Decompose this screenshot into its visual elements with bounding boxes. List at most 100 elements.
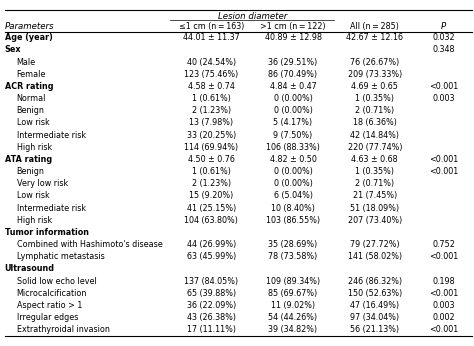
- Text: 4.82 ± 0.50: 4.82 ± 0.50: [270, 155, 317, 164]
- Text: Low risk: Low risk: [17, 118, 49, 127]
- Text: Solid low echo level: Solid low echo level: [17, 276, 96, 285]
- Text: Microcalcification: Microcalcification: [17, 289, 87, 298]
- Text: 86 (70.49%): 86 (70.49%): [268, 70, 318, 79]
- Text: High risk: High risk: [17, 143, 52, 152]
- Text: 2 (1.23%): 2 (1.23%): [192, 179, 231, 188]
- Text: Parameters: Parameters: [5, 22, 54, 31]
- Text: 97 (34.04%): 97 (34.04%): [350, 313, 399, 322]
- Text: Ultrasound: Ultrasound: [5, 264, 55, 273]
- Text: 65 (39.88%): 65 (39.88%): [187, 289, 236, 298]
- Text: 63 (45.99%): 63 (45.99%): [187, 252, 236, 261]
- Text: 9 (7.50%): 9 (7.50%): [273, 130, 313, 139]
- Text: 114 (69.94%): 114 (69.94%): [184, 143, 238, 152]
- Text: 13 (7.98%): 13 (7.98%): [189, 118, 233, 127]
- Text: 2 (0.71%): 2 (0.71%): [355, 179, 394, 188]
- Text: <0.001: <0.001: [429, 252, 458, 261]
- Text: 2 (1.23%): 2 (1.23%): [192, 106, 231, 115]
- Text: Benign: Benign: [17, 167, 45, 176]
- Text: 137 (84.05%): 137 (84.05%): [184, 276, 238, 285]
- Text: 18 (6.36%): 18 (6.36%): [353, 118, 397, 127]
- Text: 4.58 ± 0.74: 4.58 ± 0.74: [188, 82, 235, 91]
- Text: 6 (5.04%): 6 (5.04%): [273, 191, 312, 200]
- Text: Benign: Benign: [17, 106, 45, 115]
- Text: 0.003: 0.003: [432, 94, 455, 103]
- Text: 0.752: 0.752: [432, 240, 455, 249]
- Text: Combined with Hashimoto's disease: Combined with Hashimoto's disease: [17, 240, 162, 249]
- Text: 15 (9.20%): 15 (9.20%): [189, 191, 234, 200]
- Text: 141 (58.02%): 141 (58.02%): [348, 252, 402, 261]
- Text: 5 (4.17%): 5 (4.17%): [273, 118, 313, 127]
- Text: Tumor information: Tumor information: [5, 228, 89, 237]
- Text: 150 (52.63%): 150 (52.63%): [347, 289, 402, 298]
- Text: >1 cm (n = 122): >1 cm (n = 122): [260, 22, 326, 31]
- Text: Very low risk: Very low risk: [17, 179, 68, 188]
- Text: 44.01 ± 11.37: 44.01 ± 11.37: [183, 33, 240, 42]
- Text: ACR rating: ACR rating: [5, 82, 53, 91]
- Text: 1 (0.61%): 1 (0.61%): [192, 94, 231, 103]
- Text: 47 (16.49%): 47 (16.49%): [350, 301, 399, 310]
- Text: Age (year): Age (year): [5, 33, 53, 42]
- Text: Lesion diameter: Lesion diameter: [218, 12, 287, 21]
- Text: Female: Female: [17, 70, 46, 79]
- Text: 21 (7.45%): 21 (7.45%): [353, 191, 397, 200]
- Text: 104 (63.80%): 104 (63.80%): [184, 216, 238, 225]
- Text: 36 (22.09%): 36 (22.09%): [187, 301, 236, 310]
- Text: 35 (28.69%): 35 (28.69%): [268, 240, 318, 249]
- Text: 0 (0.00%): 0 (0.00%): [273, 167, 312, 176]
- Text: 42 (14.84%): 42 (14.84%): [350, 130, 399, 139]
- Text: 11 (9.02%): 11 (9.02%): [271, 301, 315, 310]
- Text: ATA rating: ATA rating: [5, 155, 52, 164]
- Text: 85 (69.67%): 85 (69.67%): [268, 289, 318, 298]
- Text: 2 (0.71%): 2 (0.71%): [355, 106, 394, 115]
- Text: Extrathyroidal invasion: Extrathyroidal invasion: [17, 325, 109, 334]
- Text: Male: Male: [17, 57, 36, 66]
- Text: 220 (77.74%): 220 (77.74%): [347, 143, 402, 152]
- Text: 246 (86.32%): 246 (86.32%): [348, 276, 402, 285]
- Text: 40.89 ± 12.98: 40.89 ± 12.98: [264, 33, 321, 42]
- Text: 44 (26.99%): 44 (26.99%): [187, 240, 236, 249]
- Text: Intermediate risk: Intermediate risk: [17, 203, 86, 212]
- Text: <0.001: <0.001: [429, 167, 458, 176]
- Text: 4.84 ± 0.47: 4.84 ± 0.47: [270, 82, 317, 91]
- Text: 123 (75.46%): 123 (75.46%): [184, 70, 238, 79]
- Text: 54 (44.26%): 54 (44.26%): [268, 313, 318, 322]
- Text: 56 (21.13%): 56 (21.13%): [350, 325, 399, 334]
- Text: 0.003: 0.003: [432, 301, 455, 310]
- Text: Normal: Normal: [17, 94, 46, 103]
- Text: 1 (0.61%): 1 (0.61%): [192, 167, 231, 176]
- Text: 109 (89.34%): 109 (89.34%): [266, 276, 320, 285]
- Text: Low risk: Low risk: [17, 191, 49, 200]
- Text: 0.002: 0.002: [432, 313, 455, 322]
- Text: Aspect ratio > 1: Aspect ratio > 1: [17, 301, 82, 310]
- Text: 76 (26.67%): 76 (26.67%): [350, 57, 400, 66]
- Text: High risk: High risk: [17, 216, 52, 225]
- Text: 36 (29.51%): 36 (29.51%): [268, 57, 318, 66]
- Text: 4.50 ± 0.76: 4.50 ± 0.76: [188, 155, 235, 164]
- Text: 51 (18.09%): 51 (18.09%): [350, 203, 399, 212]
- Text: 4.69 ± 0.65: 4.69 ± 0.65: [351, 82, 398, 91]
- Text: Sex: Sex: [5, 45, 21, 54]
- Text: 43 (26.38%): 43 (26.38%): [187, 313, 236, 322]
- Text: 0.032: 0.032: [432, 33, 455, 42]
- Text: 33 (20.25%): 33 (20.25%): [187, 130, 236, 139]
- Text: 0 (0.00%): 0 (0.00%): [273, 179, 312, 188]
- Text: 0.348: 0.348: [432, 45, 455, 54]
- Text: 0 (0.00%): 0 (0.00%): [273, 94, 312, 103]
- Text: 1 (0.35%): 1 (0.35%): [355, 94, 394, 103]
- Text: Intermediate risk: Intermediate risk: [17, 130, 86, 139]
- Text: <0.001: <0.001: [429, 289, 458, 298]
- Text: P: P: [441, 22, 446, 31]
- Text: 207 (73.40%): 207 (73.40%): [347, 216, 402, 225]
- Text: 209 (73.33%): 209 (73.33%): [347, 70, 402, 79]
- Text: 1 (0.35%): 1 (0.35%): [355, 167, 394, 176]
- Text: <0.001: <0.001: [429, 82, 458, 91]
- Text: Lymphatic metastasis: Lymphatic metastasis: [17, 252, 104, 261]
- Text: 42.67 ± 12.16: 42.67 ± 12.16: [346, 33, 403, 42]
- Text: 103 (86.55%): 103 (86.55%): [266, 216, 320, 225]
- Text: 4.63 ± 0.68: 4.63 ± 0.68: [351, 155, 398, 164]
- Text: 10 (8.40%): 10 (8.40%): [271, 203, 315, 212]
- Text: 39 (34.82%): 39 (34.82%): [268, 325, 318, 334]
- Text: <0.001: <0.001: [429, 325, 458, 334]
- Text: 17 (11.11%): 17 (11.11%): [187, 325, 236, 334]
- Text: 41 (25.15%): 41 (25.15%): [187, 203, 236, 212]
